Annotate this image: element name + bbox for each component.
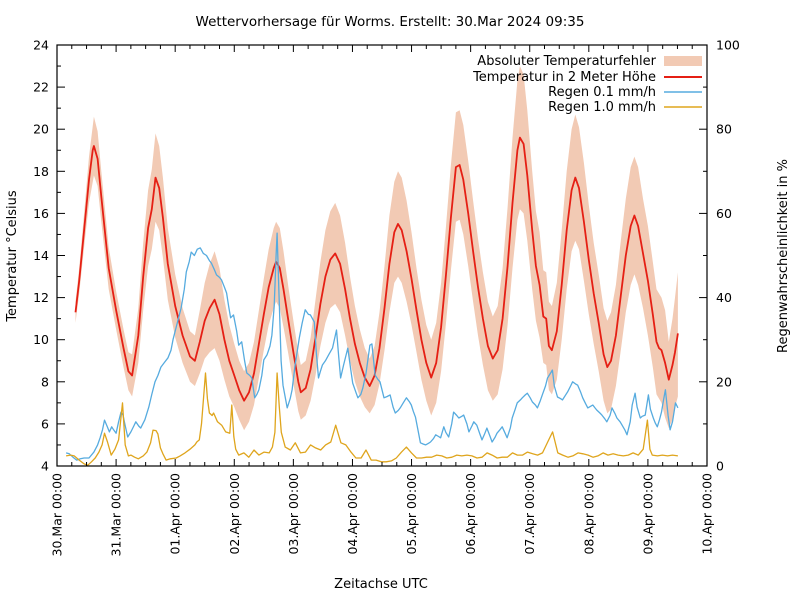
y-left-tick-label: 18 bbox=[33, 164, 49, 179]
series-lines bbox=[65, 136, 679, 466]
x-axis-label: Zeitachse UTC bbox=[334, 577, 428, 592]
x-tick-label: 10.Apr 00:00 bbox=[700, 473, 715, 555]
x-tick-label: 31.Mar 00:00 bbox=[109, 473, 124, 557]
y-right-tick-label: 20 bbox=[716, 374, 732, 389]
series-line-regen-1-0-mm-h bbox=[65, 372, 678, 466]
y-left-tick-label: 14 bbox=[33, 248, 49, 263]
y-left-tick-label: 22 bbox=[33, 80, 49, 95]
y-left-tick-label: 20 bbox=[33, 122, 49, 137]
x-tick-label: 05.Apr 00:00 bbox=[404, 473, 419, 555]
legend: Absoluter Temperaturfehler Temperatur in… bbox=[472, 54, 702, 115]
error-band-area bbox=[75, 66, 678, 431]
temperature-error-band bbox=[75, 66, 678, 431]
y-left-tick-label: 8 bbox=[41, 374, 49, 389]
y-left-tick-label: 16 bbox=[33, 206, 49, 221]
y-right-tick-label: 60 bbox=[716, 206, 732, 221]
y-axis-label-left: Temperatur °Celsius bbox=[5, 190, 20, 323]
series-line-temperatur-in-2-meter-h-he bbox=[74, 136, 679, 402]
legend-label-error-band: Absoluter Temperaturfehler bbox=[477, 54, 656, 69]
legend-label-rain10: Regen 1.0 mm/h bbox=[548, 100, 656, 115]
y-right-tick-label: 100 bbox=[716, 38, 740, 53]
y-axis-label-right: Regenwahrscheinlichkeit in % bbox=[776, 159, 791, 353]
legend-label-temperature: Temperatur in 2 Meter Höhe bbox=[472, 70, 656, 85]
y-left-tick-label: 24 bbox=[33, 38, 49, 53]
axes-and-ticks bbox=[56, 44, 708, 467]
y-right-tick-label: 80 bbox=[716, 122, 732, 137]
y-left-tick-label: 4 bbox=[41, 459, 49, 474]
legend-label-rain01: Regen 0.1 mm/h bbox=[548, 85, 656, 100]
chart-title: Wettervorhersage für Worms. Erstellt: 30… bbox=[196, 14, 585, 30]
x-tick-label: 02.Apr 00:00 bbox=[227, 473, 242, 555]
series-line-regen-0-1-mm-h bbox=[65, 232, 679, 461]
y-left-tick-label: 10 bbox=[33, 332, 49, 347]
x-tick-label: 04.Apr 00:00 bbox=[345, 473, 360, 555]
y-left-tick-label: 12 bbox=[33, 290, 49, 305]
tick-labels: 4 6 8 10 12 14 16 18 20 22 24 0 20 40 60 80 100 30.Mar 00… bbox=[33, 38, 740, 557]
y-left-tick-label: 6 bbox=[41, 416, 49, 431]
x-tick-label: 01.Apr 00:00 bbox=[168, 473, 183, 555]
y-right-tick-label: 0 bbox=[716, 459, 724, 474]
x-tick-label: 08.Apr 00:00 bbox=[581, 473, 596, 555]
x-tick-label: 03.Apr 00:00 bbox=[286, 473, 301, 555]
y-right-tick-label: 40 bbox=[716, 290, 732, 305]
x-tick-label: 09.Apr 00:00 bbox=[640, 473, 655, 555]
x-tick-label: 06.Apr 00:00 bbox=[463, 473, 478, 555]
legend-swatch-error-band bbox=[664, 56, 702, 66]
x-tick-label: 30.Mar 00:00 bbox=[50, 473, 65, 557]
x-tick-label: 07.Apr 00:00 bbox=[522, 473, 537, 555]
